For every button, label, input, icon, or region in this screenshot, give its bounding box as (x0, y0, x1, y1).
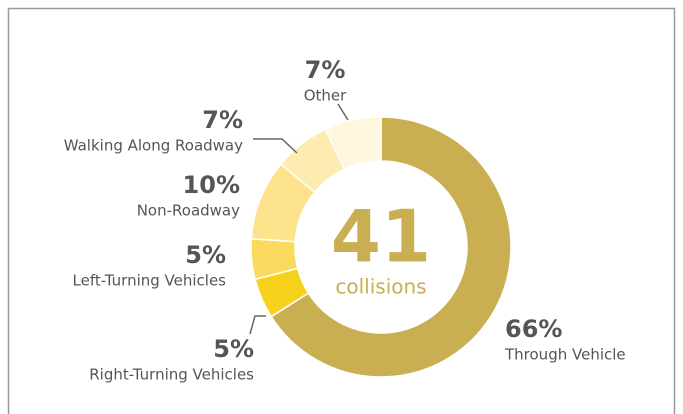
category-label: Through Vehicle (504, 346, 626, 364)
category-label: Left-Turning Vehicles (73, 272, 227, 290)
frame (7, 7, 676, 414)
leader-line (249, 315, 266, 335)
category-label: Other (304, 87, 347, 105)
value-label: 7% (305, 56, 346, 84)
donut-slice (270, 116, 512, 378)
category-label: Walking Along Roadway (64, 137, 243, 155)
value-label: 7% (202, 106, 243, 134)
value-label: 66% (505, 315, 562, 343)
leader-line (337, 103, 349, 121)
center-label: collisions (335, 275, 426, 299)
value-label: 5% (185, 241, 226, 269)
value-label: 5% (213, 335, 254, 363)
donut-slice (324, 116, 382, 171)
value-label: 10% (183, 171, 240, 199)
leader-line (253, 138, 298, 154)
category-label: Non-Roadway (137, 202, 240, 220)
center-value: 41 (331, 195, 431, 279)
category-label: Right-Turning Vehicles (89, 366, 254, 384)
